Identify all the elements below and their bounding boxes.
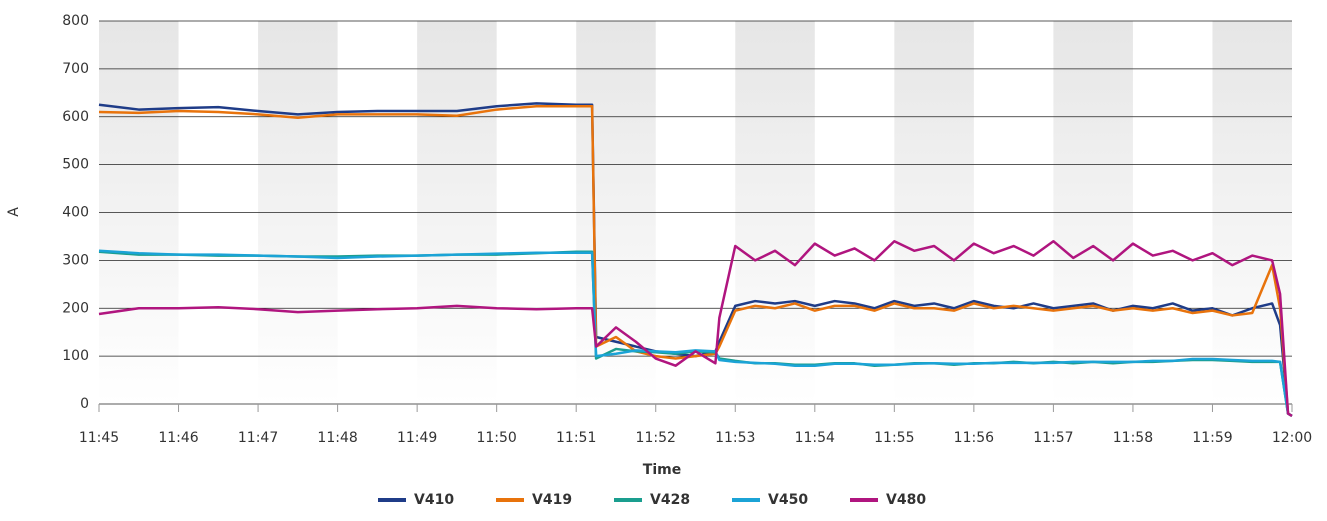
legend-label: V410	[414, 492, 454, 508]
y-axis-label: A	[6, 207, 22, 217]
x-tick-label: 11:53	[715, 430, 755, 446]
y-tick-label: 0	[80, 396, 89, 412]
x-tick-label: 11:47	[238, 430, 278, 446]
x-tick-label: 12:00	[1272, 430, 1312, 446]
series-line	[98, 239, 1293, 418]
x-axis-label: Time	[643, 462, 681, 478]
x-tick-label: 11:55	[874, 430, 914, 446]
x-tick-label: 11:56	[954, 430, 994, 446]
y-tick-label: 400	[62, 205, 89, 221]
x-tick-label: 11:49	[397, 430, 437, 446]
legend-label: V480	[886, 492, 926, 508]
y-tick-label: 800	[62, 13, 89, 29]
legend-label: V419	[532, 492, 572, 508]
y-tick-label: 300	[62, 252, 89, 268]
y-tick-label: 600	[62, 109, 89, 125]
legend-label: V450	[768, 492, 808, 508]
y-tick-label: 500	[62, 157, 89, 173]
series-line	[98, 102, 1293, 418]
legend-label: V428	[650, 492, 690, 508]
x-tick-label: 11:50	[476, 430, 516, 446]
x-tick-label: 11:57	[1033, 430, 1073, 446]
x-tick-label: 11:45	[79, 430, 119, 446]
y-tick-label: 100	[62, 348, 89, 364]
x-tick-label: 11:54	[795, 430, 835, 446]
series-line	[98, 249, 1293, 418]
x-tick-label: 11:51	[556, 430, 596, 446]
x-tick-label: 11:52	[636, 430, 676, 446]
x-tick-label: 11:46	[158, 430, 198, 446]
x-tick-label: 11:59	[1192, 430, 1232, 446]
series-line	[98, 104, 1293, 418]
x-tick-label: 11:48	[317, 430, 357, 446]
y-tick-label: 700	[62, 61, 89, 77]
x-tick-label: 11:58	[1113, 430, 1153, 446]
y-tick-label: 200	[62, 300, 89, 316]
